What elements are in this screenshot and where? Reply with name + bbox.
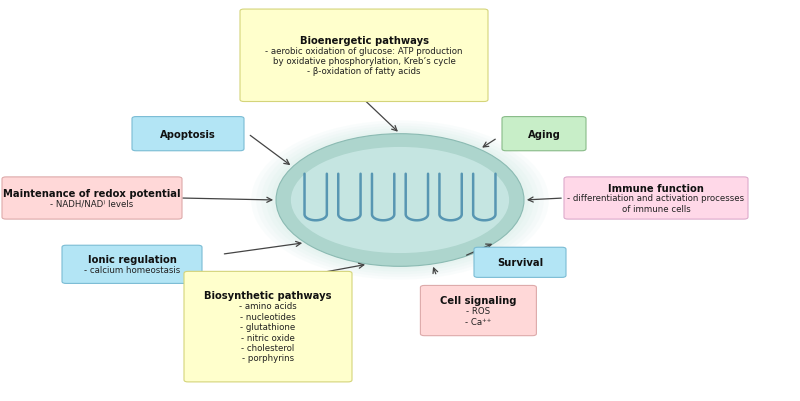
- Ellipse shape: [291, 148, 509, 253]
- Text: Immune function: Immune function: [608, 183, 704, 193]
- Text: - Ca⁺⁺: - Ca⁺⁺: [466, 317, 491, 326]
- Ellipse shape: [261, 126, 539, 275]
- Text: of immune cells: of immune cells: [622, 205, 690, 213]
- Text: - differentiation and activation processes: - differentiation and activation process…: [567, 194, 745, 203]
- Ellipse shape: [276, 134, 524, 267]
- FancyBboxPatch shape: [502, 117, 586, 151]
- FancyBboxPatch shape: [564, 177, 748, 220]
- FancyBboxPatch shape: [2, 177, 182, 220]
- Text: - β-oxidation of fatty acids: - β-oxidation of fatty acids: [307, 67, 421, 76]
- Ellipse shape: [271, 132, 529, 269]
- Text: Cell signaling: Cell signaling: [440, 296, 517, 305]
- Ellipse shape: [276, 134, 524, 267]
- Text: - porphyrins: - porphyrins: [242, 354, 294, 363]
- Text: Ionic regulation: Ionic regulation: [87, 255, 177, 264]
- Text: Survival: Survival: [497, 258, 543, 267]
- Ellipse shape: [251, 121, 549, 280]
- Text: Maintenance of redox potential: Maintenance of redox potential: [3, 188, 181, 198]
- Text: by oxidative phosphorylation, Kreb’s cycle: by oxidative phosphorylation, Kreb’s cyc…: [273, 57, 455, 66]
- Ellipse shape: [266, 129, 534, 272]
- Text: - cholesterol: - cholesterol: [242, 343, 294, 352]
- Text: - nitric oxide: - nitric oxide: [241, 333, 295, 342]
- Ellipse shape: [256, 124, 544, 277]
- Text: - NADH/NAD⁾ levels: - NADH/NAD⁾ levels: [50, 199, 134, 208]
- FancyBboxPatch shape: [184, 272, 352, 382]
- Text: - aerobic oxidation of glucose: ATP production: - aerobic oxidation of glucose: ATP prod…: [266, 47, 462, 55]
- FancyBboxPatch shape: [62, 245, 202, 284]
- FancyBboxPatch shape: [240, 10, 488, 102]
- Text: Aging: Aging: [527, 130, 561, 139]
- Text: - calcium homeostasis: - calcium homeostasis: [84, 265, 180, 274]
- FancyBboxPatch shape: [474, 247, 566, 277]
- Text: - ROS: - ROS: [466, 306, 490, 315]
- Text: - nucleotides: - nucleotides: [240, 312, 296, 321]
- Text: - glutathione: - glutathione: [240, 322, 296, 331]
- FancyBboxPatch shape: [132, 117, 244, 151]
- Text: - amino acids: - amino acids: [239, 302, 297, 310]
- Text: Biosynthetic pathways: Biosynthetic pathways: [204, 291, 332, 300]
- Text: Bioenergetic pathways: Bioenergetic pathways: [299, 36, 429, 45]
- FancyBboxPatch shape: [421, 286, 536, 336]
- Text: Apoptosis: Apoptosis: [160, 130, 216, 139]
